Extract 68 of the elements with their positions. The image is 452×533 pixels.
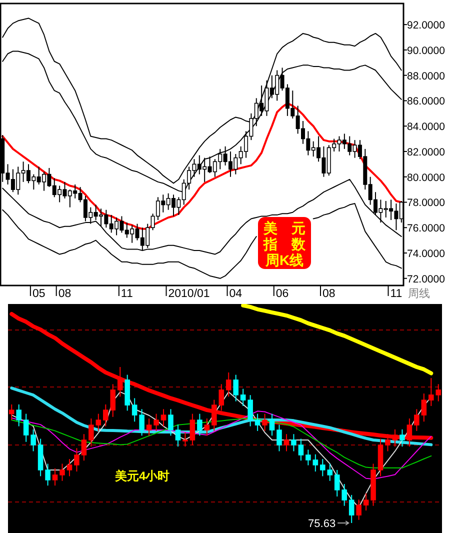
candlestick	[348, 494, 354, 524]
y-tick-label: 88.0000	[407, 70, 446, 82]
y-tick-label: 86.0000	[407, 96, 446, 108]
annotation: 指 数	[262, 236, 306, 252]
candlestick	[96, 413, 102, 432]
candlestick	[132, 398, 138, 422]
candlestick	[248, 394, 253, 427]
candlestick	[146, 418, 152, 436]
y-tick-label: 92.0000	[407, 20, 446, 32]
candlestick	[81, 434, 87, 462]
candlestick	[306, 449, 311, 466]
candlestick	[363, 492, 369, 512]
y-tick-label: 80.0000	[407, 172, 446, 184]
candlestick	[175, 424, 181, 448]
y-tick-label: 78.0000	[407, 197, 446, 210]
candlestick	[74, 448, 80, 472]
x-tick-label: 11	[120, 288, 133, 300]
candlestick	[66, 458, 72, 477]
candlestick	[240, 388, 246, 406]
candlestick	[8, 404, 14, 421]
candlestick	[197, 413, 202, 436]
candlestick	[226, 372, 232, 398]
y-tick-label: 82.0000	[407, 146, 446, 158]
y-tick-label: 84.0000	[407, 121, 446, 134]
candlestick	[254, 413, 260, 432]
candlestick	[284, 434, 290, 452]
candlestick	[269, 413, 275, 436]
candlestick	[182, 432, 188, 448]
candlestick	[160, 408, 166, 427]
candlestick	[204, 418, 210, 436]
y-tick-label: 76.0000	[407, 222, 446, 235]
candlestick	[291, 434, 296, 452]
candlestick	[30, 428, 36, 452]
x-tick-label: 11	[390, 288, 402, 300]
x-tick-label: 05	[32, 288, 46, 300]
candlestick	[117, 366, 123, 398]
x-tick-label: 08	[322, 288, 336, 300]
candlestick	[190, 413, 196, 446]
y-tick-label: 74.0000	[407, 248, 446, 260]
candlestick	[233, 374, 238, 402]
candlestick	[356, 499, 362, 520]
annotation: 美 元	[262, 220, 306, 236]
candlestick	[312, 454, 318, 472]
x-tick-label: 04	[229, 288, 243, 300]
y-tick-label: 90.0000	[407, 44, 446, 57]
x-tick-label: 2010/01	[168, 288, 210, 300]
candlestick	[60, 463, 65, 482]
annotation: 美元4小时	[114, 469, 170, 483]
annotation: 周K线	[264, 252, 304, 268]
candlestick	[414, 408, 420, 432]
candlestick	[298, 438, 304, 462]
candlestick	[168, 408, 174, 436]
candlestick	[154, 413, 159, 432]
candlestick	[16, 404, 22, 427]
candlestick	[139, 408, 144, 436]
text: 周线	[408, 287, 430, 300]
candlestick	[88, 418, 94, 448]
candlestick	[262, 413, 268, 432]
candlestick	[23, 413, 29, 442]
annotation: 75.63	[308, 518, 336, 530]
candlestick	[276, 424, 282, 452]
candlestick	[45, 463, 50, 486]
x-tick-label: 08	[58, 288, 72, 300]
y-tick-label: 72.0000	[407, 273, 446, 286]
x-tick-label: 06	[276, 288, 289, 300]
candlestick	[52, 468, 58, 486]
candlestick	[421, 393, 427, 422]
candlestick	[400, 428, 405, 448]
